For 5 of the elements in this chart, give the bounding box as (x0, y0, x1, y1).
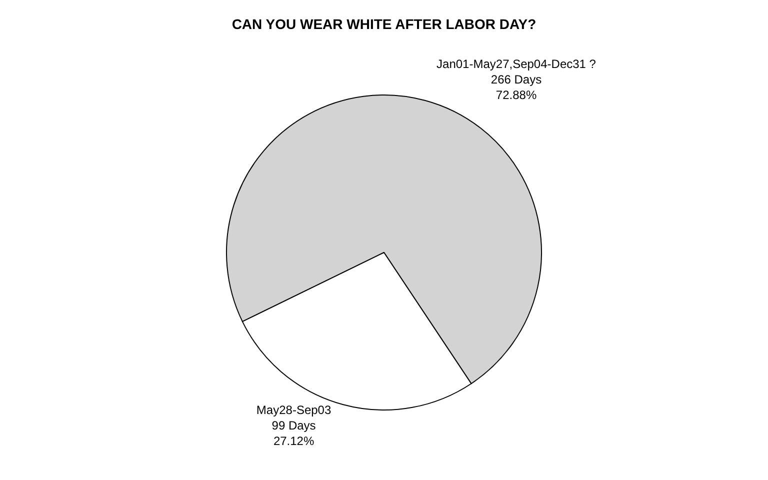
chart-title: CAN YOU WEAR WHITE AFTER LABOR DAY? (232, 16, 536, 32)
slice-label: May28-Sep03 (256, 402, 332, 417)
data-label: 99 Days 27.12% (272, 418, 316, 448)
data-label: 266 Days 72.88% (490, 72, 542, 102)
slice-label: Jan01-May27,Sep04-Dec31 ? (436, 56, 596, 71)
